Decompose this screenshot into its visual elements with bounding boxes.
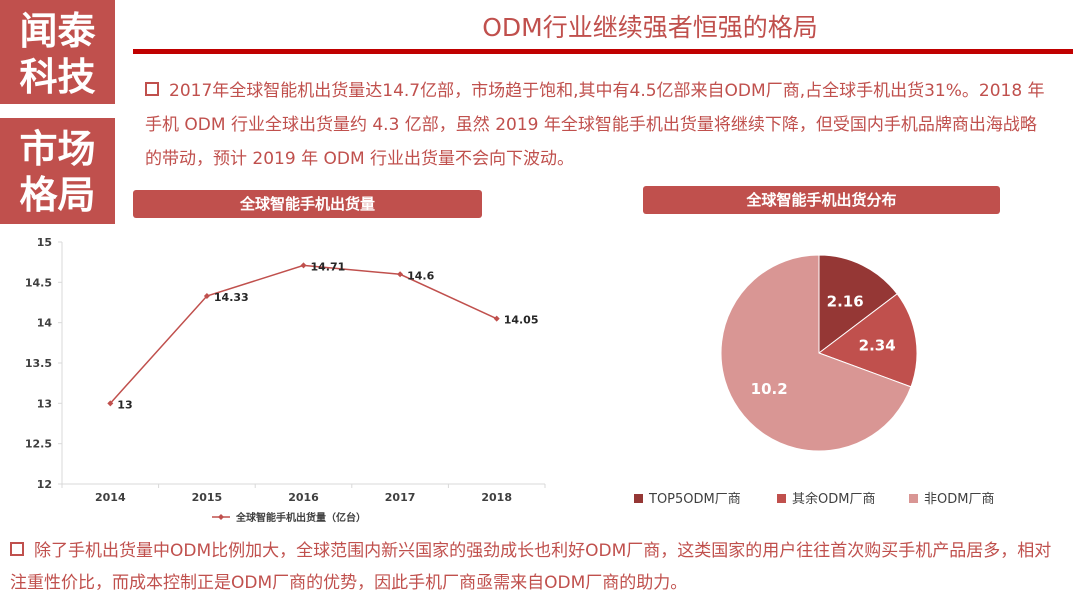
title-rule xyxy=(133,49,1073,54)
pie-chart: 2.16 2.34 10.2 TOP5ODM厂商 其余ODM厂商 非ODM厂商 xyxy=(634,254,994,507)
data-point xyxy=(300,262,307,269)
legend-swatch xyxy=(634,494,643,503)
section-block: 市场 格局 xyxy=(0,118,115,224)
y-tick-label: 13.5 xyxy=(25,357,52,370)
data-label: 14.33 xyxy=(214,291,249,304)
x-tick-label: 2014 xyxy=(95,491,126,504)
y-tick-label: 14 xyxy=(37,317,53,330)
paragraph-2-text: 除了手机出货量中ODM比例加大，全球范围内新兴国家的强劲成长也利好ODM厂商，这… xyxy=(10,541,1052,593)
y-tick-label: 15 xyxy=(37,236,52,249)
legend-label: 其余ODM厂商 xyxy=(792,491,875,507)
pie-chart-banner: 全球智能手机出货分布 xyxy=(643,186,1000,214)
y-tick-label: 12.5 xyxy=(25,438,52,451)
data-point xyxy=(203,293,210,300)
pie-label: 2.16 xyxy=(827,292,864,310)
y-tick-label: 13 xyxy=(37,397,52,410)
x-tick-label: 2017 xyxy=(385,491,416,504)
paragraph-1-text: 2017年全球智能机出货量达14.7亿部，市场趋于饱和,其中有4.5亿部来自OD… xyxy=(145,81,1045,169)
section-line-1: 市场 xyxy=(19,127,96,171)
line-chart: 12 12.5 13 13.5 14 14.5 15 2014 2015 2016 2017 2018… xyxy=(25,236,546,524)
data-label: 13 xyxy=(117,398,132,411)
x-tick-label: 2016 xyxy=(288,491,319,504)
pie-slice xyxy=(818,254,898,355)
bullet-icon xyxy=(145,82,159,96)
brand-line-1: 闻泰 xyxy=(19,9,96,53)
paragraph-1: 2017年全球智能机出货量达14.7亿部，市场趋于饱和,其中有4.5亿部来自OD… xyxy=(145,74,1050,176)
pie-label: 2.34 xyxy=(859,336,896,354)
brand-block: 闻泰 科技 xyxy=(0,0,115,104)
section-line-2: 格局 xyxy=(19,173,96,217)
y-tick-label: 14.5 xyxy=(25,276,52,289)
legend-label: TOP5ODM厂商 xyxy=(648,492,741,507)
page-title: ODM行业继续强者恒强的格局 xyxy=(482,13,818,42)
brand-line-2: 科技 xyxy=(19,55,96,99)
line-chart-banner: 全球智能手机出货量 xyxy=(133,190,482,218)
legend-swatch xyxy=(909,494,918,503)
legend-marker xyxy=(218,514,224,520)
data-point xyxy=(397,271,404,278)
data-point xyxy=(107,400,114,407)
x-tick-label: 2018 xyxy=(481,491,512,504)
legend-label: 全球智能手机出货量（亿台） xyxy=(235,511,366,524)
data-label: 14.71 xyxy=(311,260,346,273)
data-label: 14.05 xyxy=(504,314,539,327)
paragraph-2: 除了手机出货量中ODM比例加大，全球范围内新兴国家的强劲成长也利好ODM厂商，这… xyxy=(10,535,1060,599)
series-line xyxy=(109,264,498,404)
x-tick-label: 2015 xyxy=(192,491,223,504)
bullet-icon xyxy=(10,542,24,556)
pie-label: 10.2 xyxy=(751,380,788,398)
data-point xyxy=(493,315,500,322)
pie-slice xyxy=(720,254,912,452)
pie-slice xyxy=(817,293,918,388)
legend-swatch xyxy=(777,494,786,503)
legend-label: 非ODM厂商 xyxy=(924,492,994,507)
data-label: 14.6 xyxy=(407,269,434,282)
y-tick-label: 12 xyxy=(37,478,52,491)
